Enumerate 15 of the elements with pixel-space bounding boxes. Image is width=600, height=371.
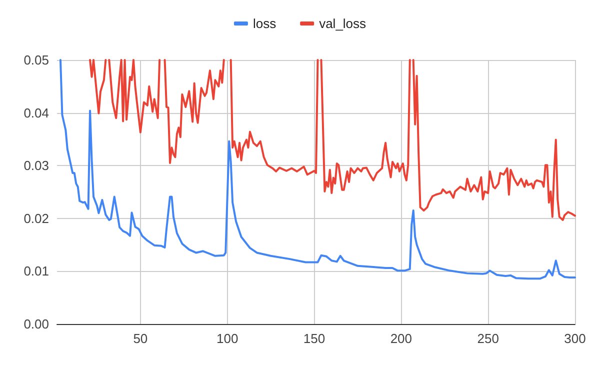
x-tick-label: 250 xyxy=(477,331,499,346)
y-tick-label: 0.04 xyxy=(24,105,49,120)
y-tick-label: 0.00 xyxy=(24,316,49,332)
legend-label: loss xyxy=(252,16,277,31)
y-tick-label: 0.03 xyxy=(24,158,49,174)
y-tick-label: 0.02 xyxy=(24,210,49,226)
x-tick-label: 100 xyxy=(216,331,238,346)
x-tick-label: 50 xyxy=(133,331,148,346)
x-tick-label: 300 xyxy=(564,331,586,346)
line-series xyxy=(59,59,576,280)
x-tick-label: 150 xyxy=(303,331,326,346)
legend-label: val_loss xyxy=(319,16,367,31)
y-tick-label: 0.01 xyxy=(24,264,49,279)
y-tick-label: 0.05 xyxy=(24,52,49,68)
x-tick-label: 200 xyxy=(390,331,412,346)
